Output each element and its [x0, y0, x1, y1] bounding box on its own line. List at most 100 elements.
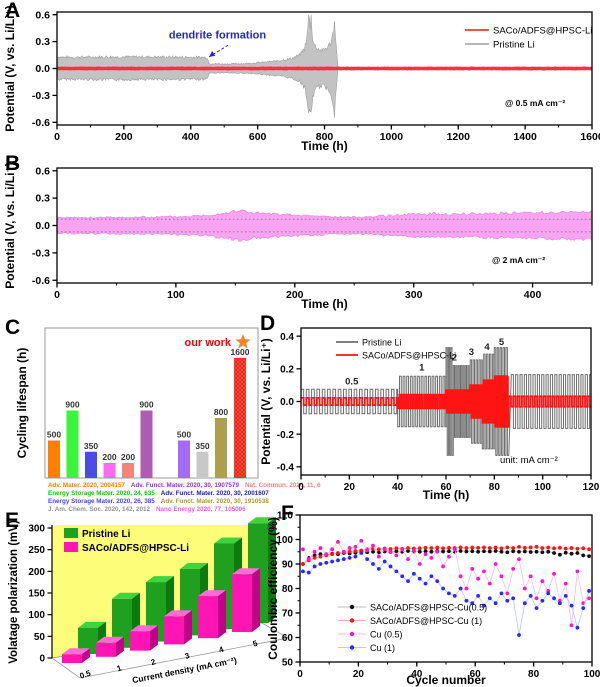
svg-text:500: 500 [177, 430, 191, 440]
svg-text:500: 500 [47, 430, 61, 440]
svg-text:200: 200 [286, 289, 304, 301]
svg-text:200: 200 [115, 131, 133, 143]
svg-text:1400: 1400 [513, 131, 537, 143]
svg-text:1600: 1600 [231, 347, 250, 357]
svg-text:SACo/ADFS@HPSC-Li: SACo/ADFS@HPSC-Li [362, 350, 456, 360]
svg-text:100: 100 [534, 482, 551, 493]
svg-text:0.5: 0.5 [79, 668, 93, 680]
svg-text:800: 800 [316, 131, 334, 143]
svg-text:1600: 1600 [580, 131, 600, 143]
svg-text:1: 1 [419, 362, 425, 373]
svg-text:unit: mA cm⁻²: unit: mA cm⁻² [500, 455, 558, 466]
svg-text:Time (h): Time (h) [301, 297, 347, 311]
svg-text:-0.3: -0.3 [32, 90, 50, 102]
svg-text:@ 0.5 mA cm⁻²: @ 0.5 mA cm⁻² [505, 98, 565, 108]
svg-text:Potential (V, vs. Li/Li⁺): Potential (V, vs. Li/Li⁺) [3, 5, 17, 132]
svg-text:0: 0 [54, 289, 60, 301]
svg-text:600: 600 [249, 131, 267, 143]
svg-text:350: 350 [84, 441, 98, 451]
svg-text:90: 90 [282, 560, 294, 571]
svg-text:Energy Storage Mater. 2020, 24: Energy Storage Mater. 2020, 24, 635 Adv. … [48, 490, 269, 497]
svg-text:20: 20 [344, 482, 356, 493]
svg-text:60: 60 [282, 633, 294, 644]
svg-text:-0.3: -0.3 [32, 247, 50, 259]
svg-text:Pristine Li: Pristine Li [82, 529, 131, 540]
svg-text:60: 60 [470, 669, 482, 680]
svg-text:400: 400 [182, 131, 200, 143]
svg-text:250: 250 [28, 545, 45, 556]
svg-text:100: 100 [28, 610, 45, 621]
svg-text:0.4: 0.4 [280, 332, 294, 343]
svg-text:Volatage polarization (mV): Volatage polarization (mV) [8, 520, 20, 664]
svg-text:Energy Storage Mater. 2020, 26: Energy Storage Mater. 2020, 26, 385 Adv. … [48, 498, 269, 505]
svg-text:0.0: 0.0 [35, 220, 50, 232]
panel-label-b: B [5, 152, 21, 175]
svg-text:1: 1 [116, 663, 124, 673]
svg-text:70: 70 [282, 609, 294, 620]
svg-text:200: 200 [121, 452, 135, 462]
svg-text:5: 5 [499, 337, 505, 348]
svg-text:Cu (1): Cu (1) [370, 643, 395, 653]
svg-text:SACo/ADFS@HPSC-Li: SACo/ADFS@HPSC-Li [493, 25, 592, 36]
svg-text:Time (h): Time (h) [423, 488, 469, 502]
svg-text:Potential (V, vs. Li/Li⁺): Potential (V, vs. Li/Li⁺) [259, 338, 273, 465]
svg-text:2: 2 [452, 353, 457, 364]
svg-text:@ 2 mA cm⁻²: @ 2 mA cm⁻² [492, 255, 545, 265]
svg-text:SACo/ADFS@HPSC-Cu (1): SACo/ADFS@HPSC-Cu (1) [370, 616, 482, 626]
svg-text:SACo/ADFS@HPSC-Li: SACo/ADFS@HPSC-Li [82, 543, 189, 554]
svg-text:-0.2: -0.2 [277, 430, 295, 441]
svg-text:5: 5 [252, 638, 260, 648]
svg-text:0: 0 [54, 131, 60, 143]
svg-text:0.5: 0.5 [345, 376, 359, 387]
svg-text:200: 200 [28, 567, 45, 578]
svg-text:80: 80 [282, 584, 294, 595]
panel-label-d: D [260, 312, 276, 335]
svg-text:900: 900 [139, 400, 153, 410]
svg-text:0.3: 0.3 [35, 36, 50, 48]
svg-text:40: 40 [392, 482, 404, 493]
svg-text:our work: our work [185, 337, 232, 349]
svg-text:60: 60 [440, 482, 452, 493]
svg-text:-0.6: -0.6 [32, 117, 50, 129]
svg-text:0: 0 [39, 654, 45, 665]
svg-text:110: 110 [277, 511, 294, 522]
svg-text:0.6: 0.6 [35, 165, 50, 177]
svg-text:300: 300 [28, 524, 45, 535]
svg-text:800: 800 [214, 407, 228, 417]
svg-text:100: 100 [167, 289, 185, 301]
svg-text:-0.4: -0.4 [277, 462, 295, 473]
svg-text:dendrite formation: dendrite formation [169, 29, 266, 41]
svg-text:J. Am. Chem. Soc. 2020, 142,: J. Am. Chem. Soc. 2020, 142, 2012 Nano En… [48, 506, 246, 513]
svg-text:120: 120 [583, 482, 600, 493]
svg-text:SACo/ADFS@HPSC-Cu(0.5): SACo/ADFS@HPSC-Cu(0.5) [370, 602, 487, 612]
panel-label-a: A [5, 0, 21, 22]
svg-text:1200: 1200 [447, 131, 471, 143]
svg-text:0.3: 0.3 [35, 193, 50, 205]
svg-text:400: 400 [524, 289, 542, 301]
svg-text:Pristine Li: Pristine Li [493, 39, 535, 50]
svg-text:40: 40 [411, 669, 423, 680]
svg-text:Cu (0.5): Cu (0.5) [370, 629, 403, 639]
svg-text:4: 4 [484, 342, 490, 353]
svg-text:Cycle number: Cycle number [406, 673, 486, 687]
svg-text:300: 300 [405, 289, 423, 301]
svg-text:1000: 1000 [380, 131, 404, 143]
svg-text:80: 80 [489, 482, 501, 493]
svg-text:Potential (V, vs. Li/Li⁺): Potential (V, vs. Li/Li⁺) [3, 162, 17, 289]
svg-text:100: 100 [584, 669, 600, 680]
svg-text:-0.6: -0.6 [32, 275, 50, 287]
svg-text:20: 20 [353, 669, 365, 680]
svg-text:0: 0 [298, 482, 304, 493]
panel-label-f: F [281, 502, 294, 525]
svg-text:4: 4 [218, 645, 226, 655]
svg-text:200: 200 [102, 452, 116, 462]
svg-text:150: 150 [28, 589, 45, 600]
svg-text:3: 3 [184, 651, 192, 661]
svg-text:100: 100 [276, 535, 293, 546]
svg-text:50: 50 [282, 658, 294, 669]
panel-label-c: C [5, 316, 21, 339]
svg-text:0.0: 0.0 [280, 397, 294, 408]
